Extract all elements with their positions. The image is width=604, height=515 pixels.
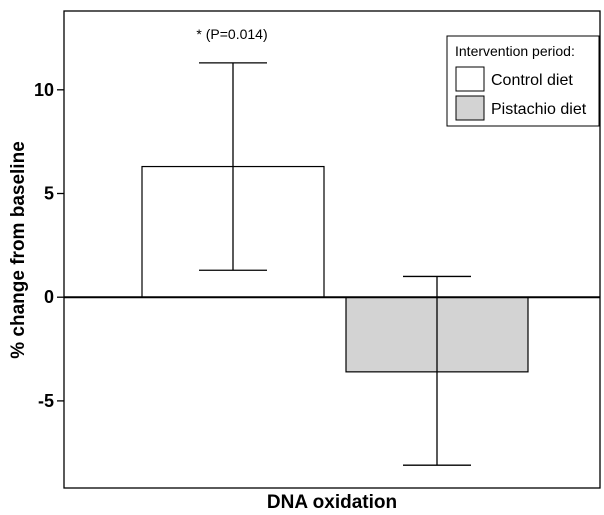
y-tick-label: -5 [38, 391, 54, 411]
bars [141, 165, 529, 373]
y-tick-label: 5 [44, 184, 54, 204]
x-axis-title: DNA oxidation [267, 492, 397, 513]
y-tick-label: 10 [34, 80, 54, 100]
y-axis: 10 5 0 -5 [34, 80, 64, 411]
legend-label-pistachio: Pistachio diet [491, 101, 587, 118]
error-bars [199, 62, 471, 466]
y-axis-title: % change from baseline [8, 141, 29, 359]
legend-swatch-pistachio [455, 95, 485, 121]
y-tick-label: 0 [44, 287, 54, 307]
legend: Intervention period: Control diet Pistac… [446, 35, 600, 127]
legend-label-control: Control diet [491, 72, 573, 89]
legend-title: Intervention period: [455, 43, 575, 59]
legend-swatch-control [455, 66, 485, 92]
significance-annotation: * (P=0.014) [196, 26, 267, 42]
plot-frame [63, 10, 601, 489]
